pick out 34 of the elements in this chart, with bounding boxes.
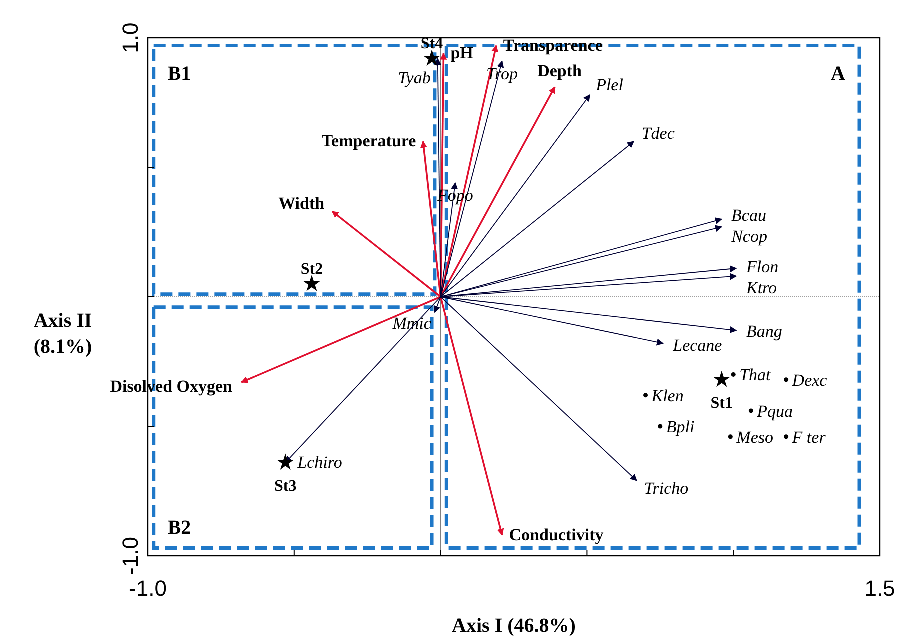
x-axis-title: Axis I (46.8%) — [452, 615, 576, 637]
x-tick-label: 1.5 — [864, 576, 896, 601]
series-label: St1 — [710, 394, 734, 412]
series-label: Bpli — [666, 418, 696, 436]
series-label: F ter — [791, 428, 826, 447]
series-label: Width — [278, 194, 326, 214]
y-tick-label: 1.0 — [118, 22, 143, 54]
series-label: Ktro — [746, 278, 778, 298]
series-label: That — [740, 366, 772, 385]
annotation: A — [831, 62, 846, 85]
series-label: St3 — [274, 478, 297, 495]
series-label: Temperature — [322, 132, 417, 151]
series-label: Lecane — [672, 336, 723, 356]
series-label: Tdec — [642, 124, 676, 144]
series-label: Bcau — [732, 206, 766, 226]
series-label: pH — [450, 44, 474, 63]
annotation: B1 — [168, 62, 192, 85]
series-label: Plel — [595, 75, 624, 94]
series-label: Flon — [745, 257, 779, 276]
series-label: Klen — [650, 386, 684, 406]
series-label: Tyab — [398, 68, 431, 88]
series-label: Meso — [736, 428, 774, 447]
series-label: Tricho — [644, 479, 689, 498]
series-label: Dexc — [791, 370, 828, 390]
series-label: Conductivity — [509, 525, 604, 544]
series-label: St4 — [420, 36, 444, 53]
series-label: Depth — [538, 62, 583, 81]
series-label: St2 — [300, 261, 324, 278]
series-label: Lchiro — [296, 452, 342, 472]
y-axis-title: Axis II (8.1%) — [34, 310, 92, 358]
annotation: B2 — [168, 517, 192, 540]
series-label: Bang — [746, 322, 782, 342]
series-label: Ncop — [730, 227, 768, 246]
series-label: Pqua — [756, 402, 794, 421]
